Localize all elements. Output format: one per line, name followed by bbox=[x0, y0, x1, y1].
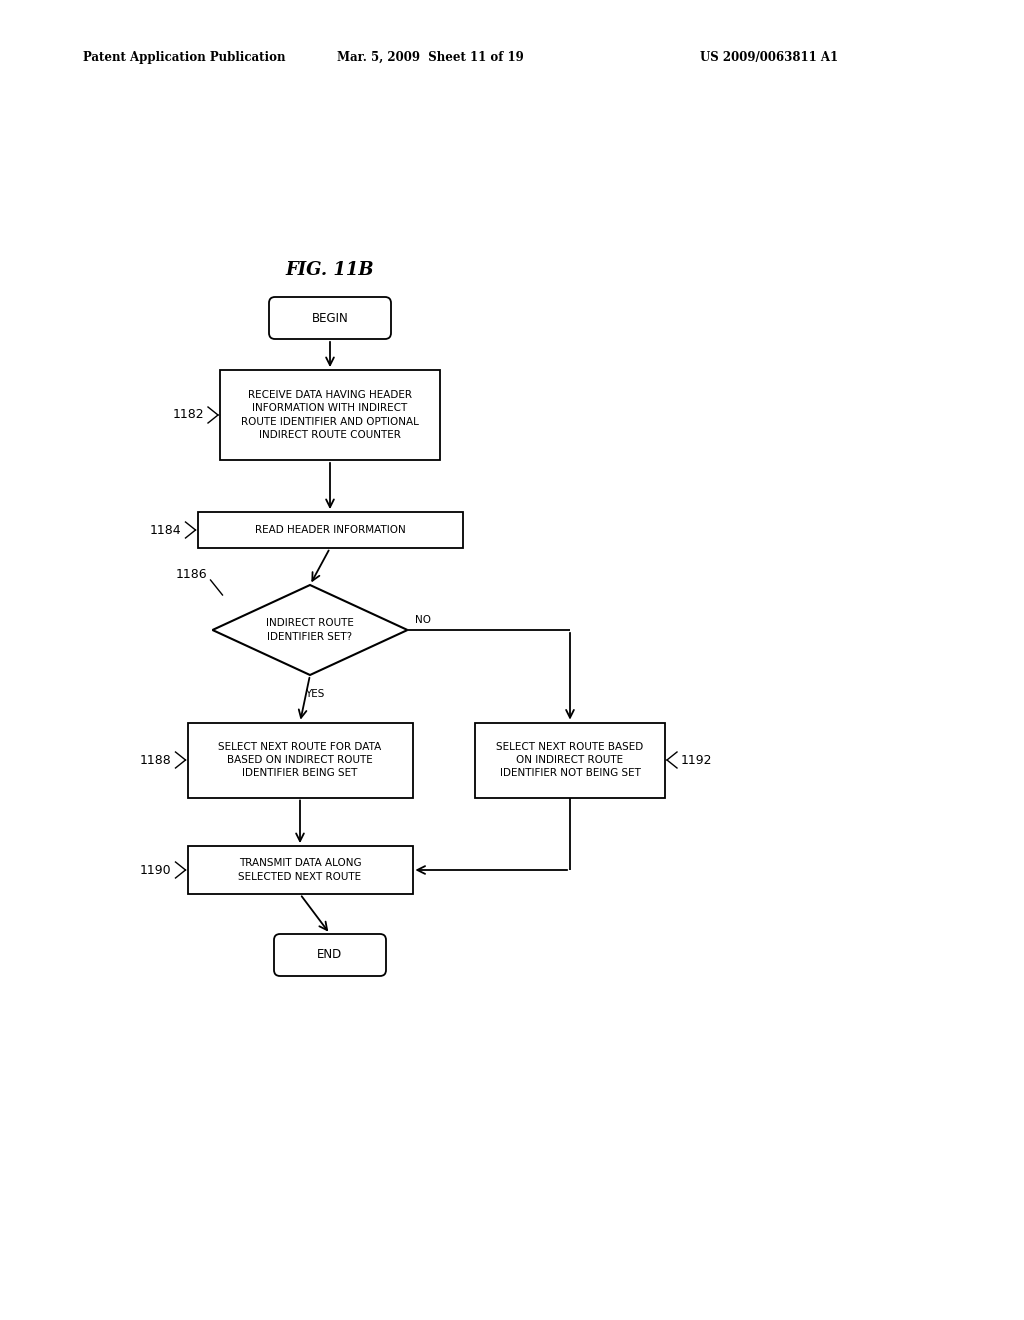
FancyBboxPatch shape bbox=[274, 935, 386, 975]
Text: 1192: 1192 bbox=[681, 754, 713, 767]
Text: YES: YES bbox=[305, 689, 325, 700]
Bar bbox=[475, 722, 665, 797]
Text: INDIRECT ROUTE
IDENTIFIER SET?: INDIRECT ROUTE IDENTIFIER SET? bbox=[266, 618, 354, 642]
Bar bbox=[187, 846, 413, 894]
Text: Mar. 5, 2009  Sheet 11 of 19: Mar. 5, 2009 Sheet 11 of 19 bbox=[337, 50, 523, 63]
Text: 1184: 1184 bbox=[150, 524, 181, 536]
Bar bbox=[187, 722, 413, 797]
Text: SELECT NEXT ROUTE FOR DATA
BASED ON INDIRECT ROUTE
IDENTIFIER BEING SET: SELECT NEXT ROUTE FOR DATA BASED ON INDI… bbox=[218, 742, 382, 779]
Text: RECEIVE DATA HAVING HEADER
INFORMATION WITH INDIRECT
ROUTE IDENTIFIER AND OPTION: RECEIVE DATA HAVING HEADER INFORMATION W… bbox=[241, 391, 419, 440]
Text: 1182: 1182 bbox=[172, 408, 204, 421]
Bar bbox=[220, 370, 440, 459]
FancyBboxPatch shape bbox=[269, 297, 391, 339]
Text: BEGIN: BEGIN bbox=[311, 312, 348, 325]
Text: SELECT NEXT ROUTE BASED
ON INDIRECT ROUTE
IDENTIFIER NOT BEING SET: SELECT NEXT ROUTE BASED ON INDIRECT ROUT… bbox=[497, 742, 644, 779]
Text: TRANSMIT DATA ALONG
SELECTED NEXT ROUTE: TRANSMIT DATA ALONG SELECTED NEXT ROUTE bbox=[239, 858, 361, 882]
Text: 1188: 1188 bbox=[139, 754, 171, 767]
Text: 1186: 1186 bbox=[176, 569, 208, 582]
Text: READ HEADER INFORMATION: READ HEADER INFORMATION bbox=[255, 525, 406, 535]
Text: US 2009/0063811 A1: US 2009/0063811 A1 bbox=[700, 50, 838, 63]
Text: END: END bbox=[317, 949, 343, 961]
Text: 1190: 1190 bbox=[140, 863, 171, 876]
Bar bbox=[198, 512, 463, 548]
Polygon shape bbox=[213, 585, 408, 675]
Text: FIG. 11B: FIG. 11B bbox=[286, 261, 375, 279]
Text: NO: NO bbox=[416, 615, 431, 624]
Text: Patent Application Publication: Patent Application Publication bbox=[83, 50, 286, 63]
